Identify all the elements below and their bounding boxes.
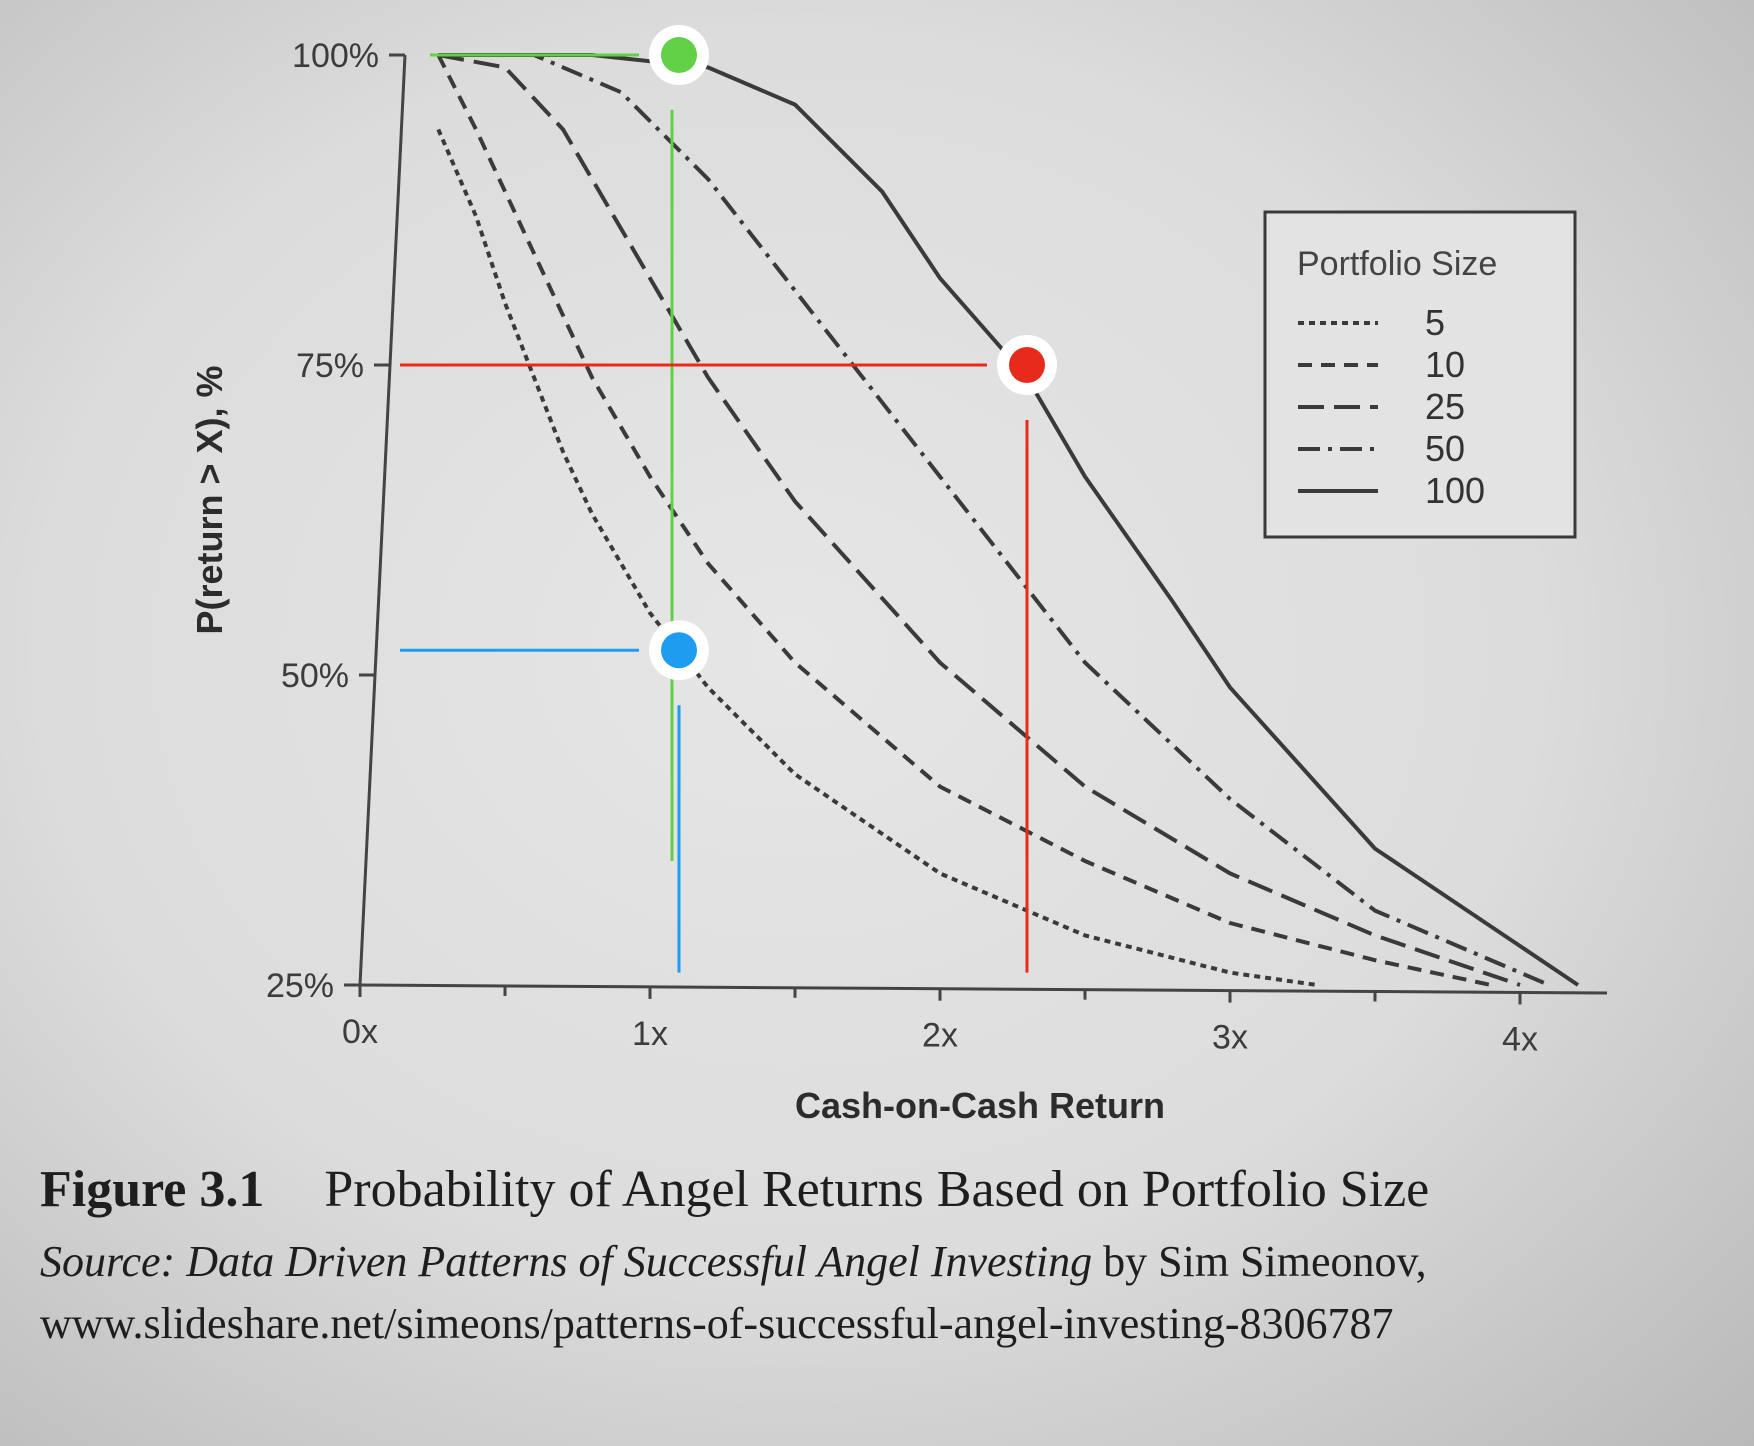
x-ticks: 0x 1x 2x 3x 4x	[342, 985, 1538, 1058]
figure-caption: Figure 3.1 Probability of Angel Returns B…	[40, 1160, 1720, 1355]
series-line-50	[438, 53, 1550, 987]
series-line-10	[436, 54, 1492, 987]
series-line-25	[437, 53, 1521, 987]
legend-label-50: 50	[1425, 428, 1465, 469]
plot-area: 0x 1x 2x 3x 4x 100% 75% 50% 25%	[266, 25, 1608, 1058]
x-tick-label: 1x	[632, 1015, 668, 1053]
series-line-5	[436, 128, 1318, 987]
marker-dot	[1009, 347, 1045, 383]
legend-label-25: 25	[1425, 386, 1465, 427]
figure-title: Probability of Angel Returns Based on Po…	[324, 1161, 1430, 1218]
source-label: Source:	[40, 1237, 176, 1286]
y-tick-label: 50%	[281, 657, 349, 695]
source-author: by Sim Simeonov,	[1103, 1237, 1427, 1286]
y-ticks: 100% 75% 50% 25%	[266, 37, 405, 1005]
x-tick-label: 4x	[1502, 1020, 1538, 1058]
legend-box	[1263, 210, 1577, 539]
y-tick-label: 75%	[296, 347, 364, 385]
figure-heading: Figure 3.1 Probability of Angel Returns B…	[40, 1160, 1720, 1219]
y-axis-line	[358, 54, 407, 986]
y-tick-label: 100%	[292, 37, 379, 75]
source-title: Data Driven Patterns of Successful Angel…	[186, 1237, 1093, 1286]
legend-label-100: 100	[1425, 470, 1485, 511]
legend-title: Portfolio Size	[1297, 245, 1497, 283]
source-line: Source: Data Driven Patterns of Successf…	[40, 1231, 1720, 1293]
source-url: www.slideshare.net/simeons/patterns-of-s…	[40, 1299, 1394, 1348]
marker-dot	[661, 632, 697, 669]
x-axis-line	[359, 983, 1608, 995]
figure-number: Figure 3.1	[40, 1161, 265, 1218]
y-axis-title: P(return > X), %	[189, 365, 230, 634]
y-tick-label: 25%	[266, 967, 334, 1005]
annotation-markers	[400, 25, 1057, 973]
x-axis-title: Cash-on-Cash Return	[795, 1085, 1165, 1126]
x-tick-label: 2x	[922, 1017, 958, 1055]
marker-dot	[661, 37, 697, 73]
x-tick-label: 0x	[342, 1013, 378, 1051]
x-tick-label: 3x	[1212, 1019, 1248, 1057]
source-url-line: www.slideshare.net/simeons/patterns-of-s…	[40, 1293, 1720, 1355]
legend-label-5: 5	[1425, 302, 1445, 343]
legend-label-10: 10	[1425, 344, 1465, 385]
